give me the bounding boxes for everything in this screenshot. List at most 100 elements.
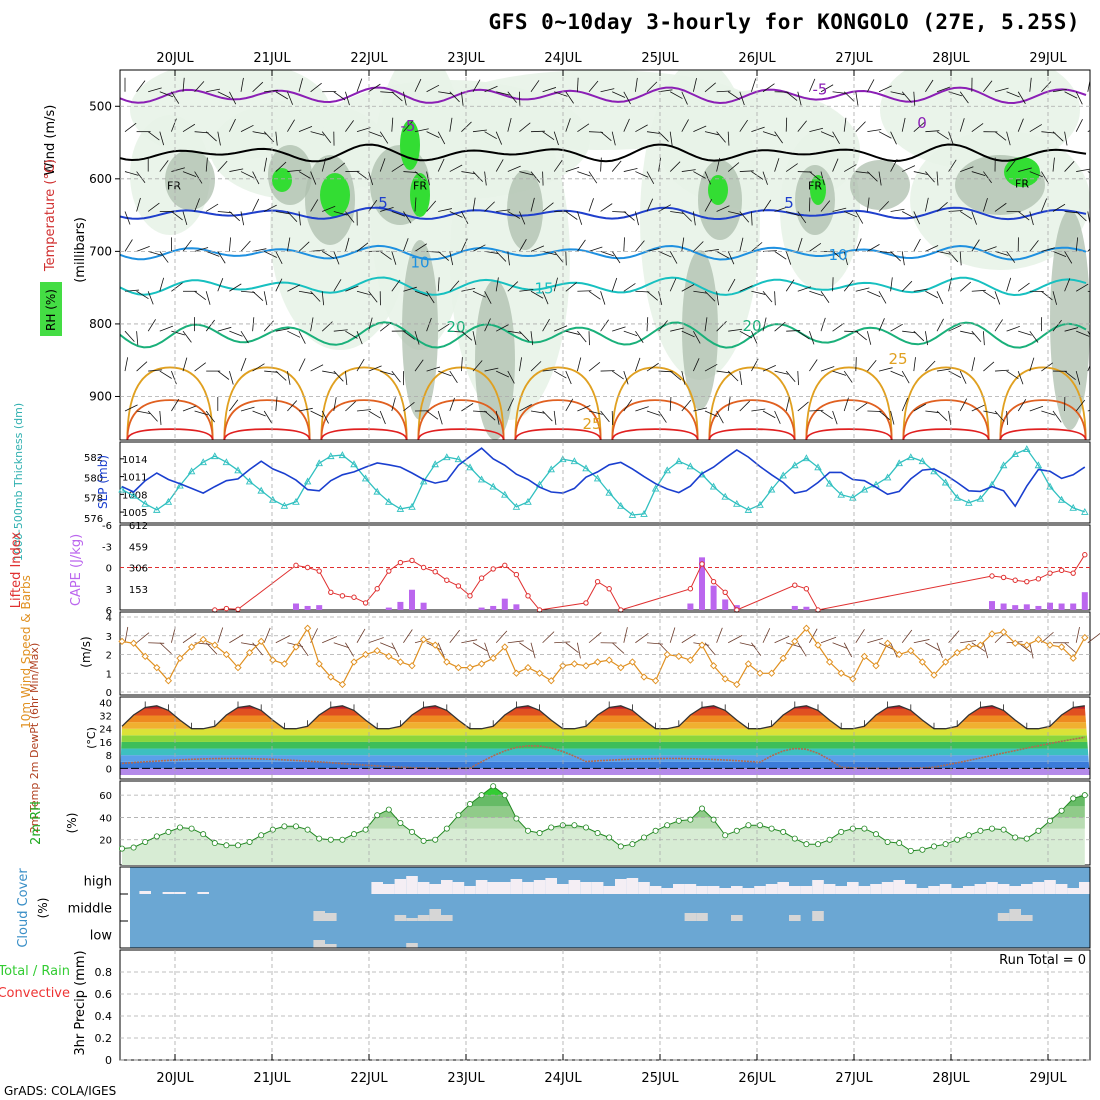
ylabel-wind: Wind (m/s) xyxy=(43,105,58,176)
wind10m-point xyxy=(222,650,231,659)
cloud-middle-block xyxy=(394,915,407,921)
isotherm-line xyxy=(120,244,1087,261)
wind-barb xyxy=(159,251,169,263)
wind10m-point xyxy=(663,650,671,659)
wind-barb xyxy=(206,88,221,93)
cloud-high-block xyxy=(916,888,929,894)
wind-barb xyxy=(252,290,264,301)
warm-isotherm xyxy=(223,366,311,440)
rh-point xyxy=(965,832,972,839)
warm-isotherm xyxy=(417,428,505,440)
wind10m-point xyxy=(837,669,845,677)
wind-barb xyxy=(890,251,901,262)
wind-barb xyxy=(240,330,249,344)
thickness-point xyxy=(350,460,358,468)
cape-bar xyxy=(1070,603,1077,610)
wind-barb xyxy=(356,358,365,372)
wind-barb xyxy=(263,410,272,424)
precip-tick: 0.4 xyxy=(95,1010,113,1023)
wind-barb xyxy=(727,278,736,292)
wind-barb xyxy=(229,211,241,222)
wind10m-point xyxy=(1034,635,1043,644)
cloud-high-block xyxy=(383,884,395,894)
cape-bar xyxy=(699,557,705,610)
warm-isotherm xyxy=(902,366,990,440)
wind-barb xyxy=(588,361,601,372)
wind10m-point xyxy=(269,656,277,664)
wind-barb xyxy=(403,286,417,292)
wind-barb xyxy=(693,407,708,412)
wind10m-barb xyxy=(333,642,350,649)
rh-point xyxy=(350,831,357,838)
wind-barb xyxy=(449,117,453,132)
thickness-point xyxy=(686,462,695,470)
wind-barb xyxy=(553,251,564,263)
wind10m-point xyxy=(396,658,405,666)
wind-barb xyxy=(809,331,815,345)
wind-barb xyxy=(1064,370,1076,381)
cloud-middle-block xyxy=(731,915,743,921)
isotherm-label: FR xyxy=(167,180,181,193)
wind-barb xyxy=(147,202,160,212)
slp-tick: 1005 xyxy=(122,508,147,519)
rh-point xyxy=(745,822,752,829)
wind-barb xyxy=(925,171,935,183)
cape-bar xyxy=(687,603,694,610)
cape-label: CAPE (J/kg) xyxy=(69,534,84,606)
isotherm-label: 20 xyxy=(446,318,465,336)
wind-barb xyxy=(844,211,858,218)
thickness-point xyxy=(338,451,347,459)
cape-bar xyxy=(490,605,497,610)
wind-barb xyxy=(124,289,139,292)
wind-barb xyxy=(809,171,821,181)
wind-barb xyxy=(971,289,986,292)
rh-high-area xyxy=(708,175,728,205)
temp-band xyxy=(120,755,1090,762)
wind-barb xyxy=(229,91,237,105)
wind-barb xyxy=(287,284,301,292)
wind-unit: (m/s) xyxy=(79,636,93,667)
li-tick: -3 xyxy=(102,542,112,553)
wind-barb xyxy=(321,291,325,306)
wind10m-barb xyxy=(1087,633,1100,644)
wind10m-barb xyxy=(843,642,853,658)
wind-barb xyxy=(959,118,965,132)
wind-barb xyxy=(1017,211,1030,221)
wind-barb xyxy=(553,410,557,425)
wind-barb xyxy=(600,131,612,141)
wind-barb xyxy=(890,277,893,292)
rh-point xyxy=(571,822,578,829)
wind-barb xyxy=(1064,251,1073,264)
cape-bar xyxy=(1058,603,1065,610)
wind-barb xyxy=(1052,410,1062,423)
date-axes: 20JUL 20JUL 21JUL 21JUL 22JUL 22JUL 23JUL 23JUL… xyxy=(156,51,1067,1086)
cloud-high-block xyxy=(823,884,836,894)
thickness-point xyxy=(756,500,764,508)
wind-barb xyxy=(693,241,704,252)
wind10m-point xyxy=(477,660,486,668)
wind-barb xyxy=(693,358,700,372)
li-tick: 0 xyxy=(106,564,112,575)
wind-barb xyxy=(681,237,685,252)
wind-barb xyxy=(739,170,754,172)
li-point xyxy=(455,583,462,589)
wind10m-point xyxy=(1069,654,1077,662)
wind-barb xyxy=(147,131,160,141)
wind-barb xyxy=(936,171,939,186)
wind-barb xyxy=(681,211,692,222)
wind10m-point xyxy=(605,656,613,664)
rh-point xyxy=(455,812,462,819)
wind-barb xyxy=(264,251,277,258)
wind10m-point xyxy=(431,641,439,649)
wind-barb xyxy=(1018,330,1032,336)
cloud-sky xyxy=(130,867,1090,948)
wind-barb xyxy=(971,330,982,343)
wind10m-barb xyxy=(252,642,263,656)
rh-point xyxy=(292,823,299,830)
wind-barb xyxy=(577,405,591,412)
li-point xyxy=(989,573,995,579)
wind-barb xyxy=(182,77,185,92)
wind-barb xyxy=(182,239,192,252)
cloud-high-block xyxy=(603,886,615,894)
rh-mid-area xyxy=(475,280,515,440)
